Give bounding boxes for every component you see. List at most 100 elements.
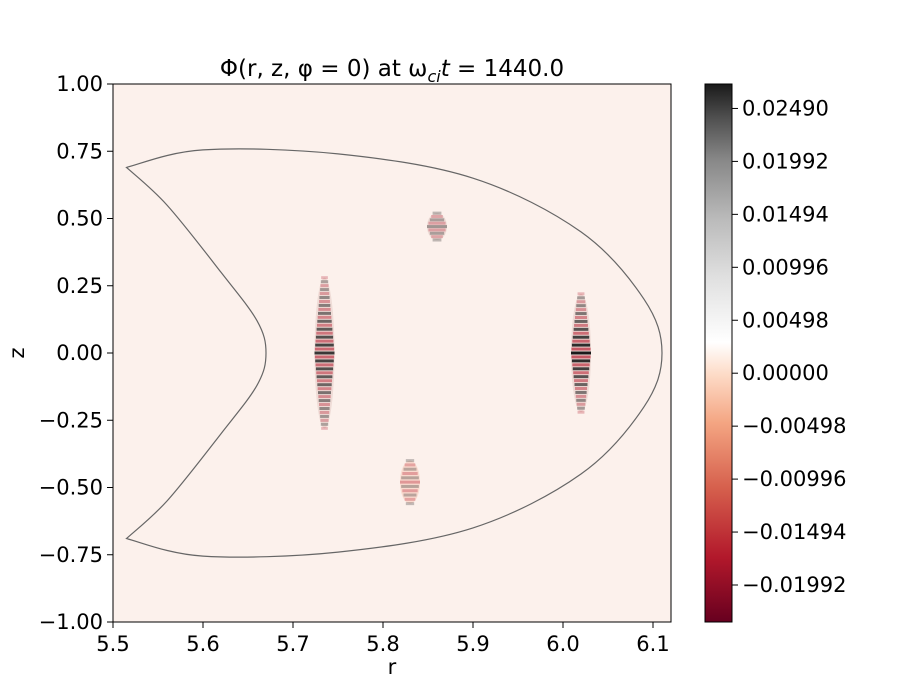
y-tick-label: −0.25 (39, 408, 103, 432)
feature-stripe (404, 497, 416, 501)
feature-stripe (575, 390, 587, 394)
feature-stripe (315, 359, 334, 363)
feature-stripe (402, 489, 418, 493)
feature-halo (427, 213, 447, 241)
feature-stripe (428, 221, 446, 225)
feature-stripe (315, 367, 334, 371)
feature-stripe (314, 351, 335, 355)
y-tick-label: 0.25 (56, 274, 103, 298)
feature-stripe (574, 319, 588, 323)
feature-stripe (403, 467, 417, 471)
feature-stripe (572, 363, 590, 367)
plasma-boundary (125, 148, 663, 558)
feature-stripe (318, 303, 331, 307)
feature-stripe (429, 231, 445, 235)
feature-stripe (575, 394, 587, 398)
feature-stripe (315, 335, 334, 339)
feature-stripe (575, 308, 587, 312)
feature-stripe (431, 214, 443, 218)
feature-stripe (573, 327, 589, 331)
feature-stripe (405, 502, 415, 506)
feature-stripe (577, 406, 585, 410)
x-axis: 5.5 5.6 5.7 5.8 5.9 6.0 6.1 (96, 622, 670, 656)
colorbar-tick-label: 0.02490 (742, 96, 829, 120)
feature-stripe (427, 225, 447, 229)
colorbar-tick-label: −0.01992 (742, 573, 846, 597)
feature-stripe (320, 284, 329, 288)
y-tick-label: −1.00 (39, 610, 103, 634)
feature-stripe (576, 304, 586, 308)
colorbar-gradient (704, 83, 733, 623)
colorbar-tick-label: 0.00996 (742, 255, 829, 279)
feature-stripe (403, 493, 417, 497)
feature-stripe (315, 343, 334, 347)
x-tick-label: 6.1 (636, 632, 669, 656)
feature-stripe (320, 422, 329, 426)
feature-stripe (318, 391, 331, 395)
feature-stripe (319, 406, 330, 410)
feature-stripe (317, 319, 332, 323)
feature-halo (400, 460, 420, 504)
y-axis: 1.00 0.75 0.50 0.25 0.00 −0.25 −0.50 −0.75 −1.00 (39, 72, 113, 634)
x-tick-label: 6.0 (546, 632, 579, 656)
feature-stripe (577, 410, 585, 414)
feature-stripe (429, 218, 445, 222)
feature-stripe (573, 371, 589, 375)
feature-stripe (575, 312, 587, 316)
feature-stripe (576, 300, 586, 304)
feature-stripe (321, 276, 328, 280)
feature-stripe (571, 359, 591, 363)
x-tick-label: 5.6 (186, 632, 219, 656)
feature-stripe (316, 371, 333, 375)
feature-stripe (428, 228, 446, 232)
feature-stripe (577, 292, 585, 296)
feature-stripe (318, 395, 331, 399)
feature-stripe (432, 238, 442, 242)
feature-stripe (315, 339, 334, 343)
feature-stripe (571, 343, 591, 347)
feature-stripe (574, 323, 588, 327)
feature-stripe (401, 484, 419, 488)
feature-stripe (320, 280, 329, 284)
feature-stripe (319, 299, 330, 303)
plot-area (112, 83, 672, 623)
feature-stripe (574, 315, 588, 319)
colorbar-tick-label: −0.00996 (742, 467, 846, 491)
x-tick-label: 5.8 (366, 632, 399, 656)
y-tick-label: 1.00 (56, 72, 103, 96)
feature-stripe (319, 296, 330, 300)
feature-stripe (320, 414, 329, 418)
feature-stripe (318, 311, 331, 315)
feature-stripe (404, 463, 416, 467)
colorbar-tick-label: −0.01494 (742, 520, 846, 544)
feature-stripe (432, 211, 442, 215)
feature-stripe (318, 399, 331, 403)
colorbar-tick-label: −0.00498 (742, 414, 846, 438)
feature-stripe (573, 375, 589, 379)
feature-stripe (320, 288, 329, 292)
feature-stripe (319, 410, 330, 414)
feature-stripe (574, 383, 588, 387)
feature-stripe (314, 355, 335, 359)
feature-stripe (318, 307, 331, 311)
x-tick-label: 5.7 (276, 632, 309, 656)
feature-stripe (431, 235, 443, 239)
colorbar: 0.02490 0.01992 0.01494 0.00996 0.00498 0.000… (704, 83, 846, 623)
feature-stripe (321, 426, 328, 430)
feature-stripe (316, 323, 333, 327)
feature-stripe (316, 379, 333, 383)
feature-stripe (317, 383, 332, 387)
x-tick-label: 5.5 (96, 632, 129, 656)
feature-stripe (319, 292, 330, 296)
feature-stripe (319, 403, 330, 407)
feature-stripe (400, 480, 420, 484)
y-tick-label: −0.75 (39, 543, 103, 567)
y-tick-label: 0.50 (56, 207, 103, 231)
feature-stripe (572, 335, 590, 339)
y-tick-label: 0.75 (56, 139, 103, 163)
feature-stripe (573, 331, 589, 335)
feature-stripe (315, 363, 334, 367)
feature-stripe (405, 459, 415, 463)
chart-title: Φ(r, z, φ = 0) at ωcit = 1440.0 (220, 56, 564, 86)
